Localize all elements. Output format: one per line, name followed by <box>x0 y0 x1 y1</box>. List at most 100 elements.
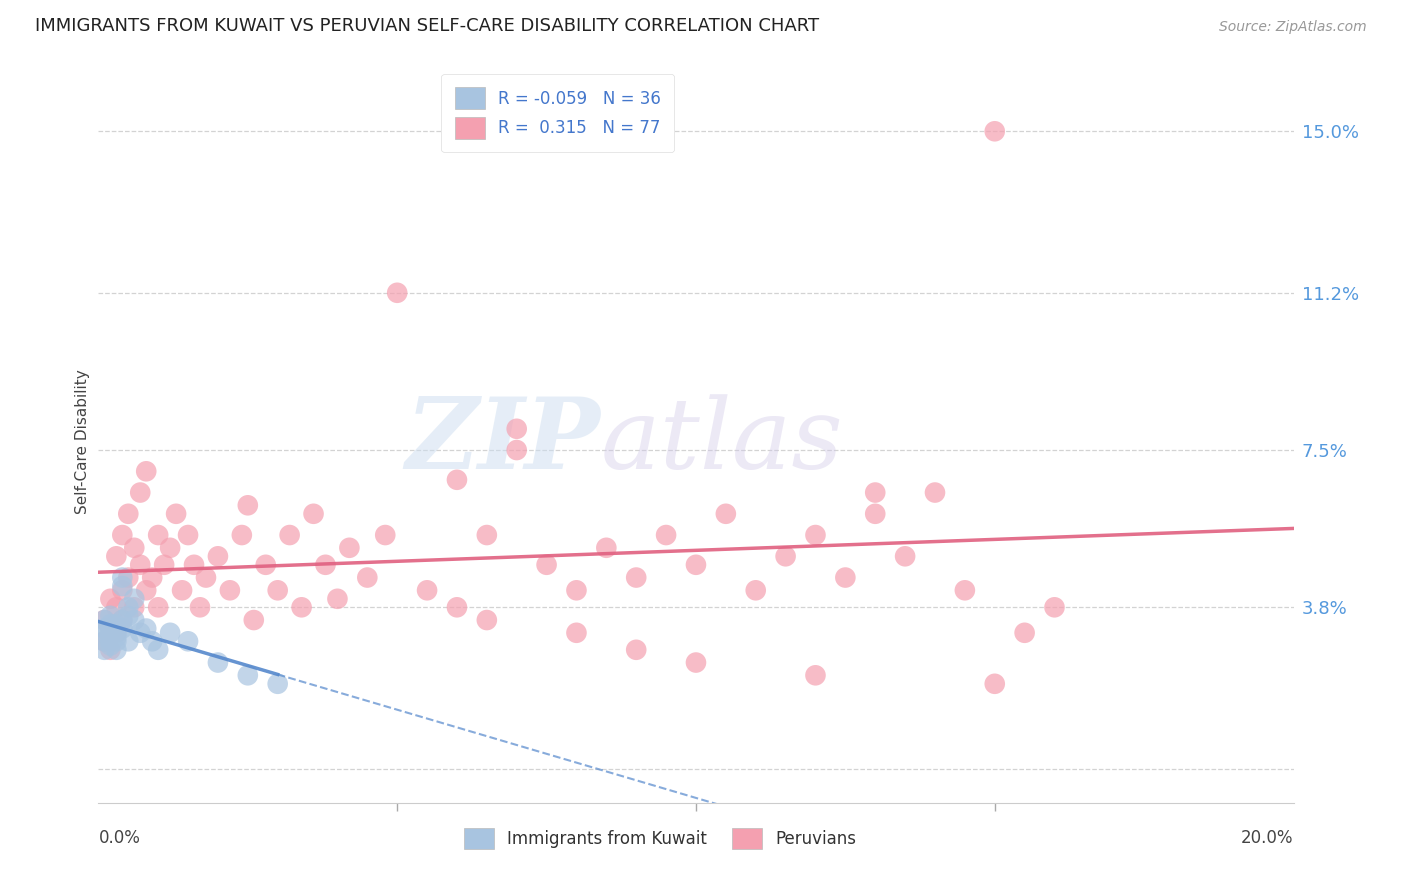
Point <box>865 507 887 521</box>
Point <box>385 285 409 300</box>
Point <box>105 617 128 632</box>
Point <box>148 642 170 657</box>
Point <box>111 613 134 627</box>
Point <box>984 677 1007 691</box>
Point <box>595 541 617 555</box>
Point <box>105 600 128 615</box>
Point <box>374 528 396 542</box>
Point <box>177 528 200 542</box>
Point <box>183 558 205 572</box>
Point <box>105 625 128 640</box>
Point <box>98 639 122 653</box>
Point <box>98 608 122 623</box>
Point <box>475 613 498 627</box>
Point <box>626 570 648 584</box>
Point <box>129 485 152 500</box>
Point <box>254 558 277 572</box>
Point <box>506 422 529 436</box>
Text: 0.0%: 0.0% <box>98 829 141 847</box>
Point <box>685 558 707 572</box>
Point <box>111 622 134 636</box>
Point <box>111 570 134 584</box>
Point <box>302 507 325 521</box>
Point <box>267 583 290 598</box>
Point <box>129 625 152 640</box>
Point <box>565 625 588 640</box>
Point <box>165 507 187 521</box>
Point <box>416 583 439 598</box>
Text: ZIP: ZIP <box>405 393 600 490</box>
Point <box>278 528 301 542</box>
Point <box>267 677 290 691</box>
Point <box>865 485 887 500</box>
Point <box>506 443 529 458</box>
Point <box>1014 625 1036 640</box>
Point <box>111 583 134 598</box>
Point <box>98 617 122 632</box>
Point <box>148 528 170 542</box>
Point <box>93 613 115 627</box>
Point <box>111 528 134 542</box>
Point <box>124 613 146 627</box>
Legend: Immigrants from Kuwait, Peruvians: Immigrants from Kuwait, Peruvians <box>457 822 863 856</box>
Point <box>93 634 115 648</box>
Point <box>111 579 134 593</box>
Text: IMMIGRANTS FROM KUWAIT VS PERUVIAN SELF-CARE DISABILITY CORRELATION CHART: IMMIGRANTS FROM KUWAIT VS PERUVIAN SELF-… <box>35 17 820 35</box>
Point <box>1043 600 1066 615</box>
Point <box>172 583 194 598</box>
Point <box>117 634 139 648</box>
Point <box>124 600 146 615</box>
Point <box>93 642 115 657</box>
Point <box>93 625 115 640</box>
Y-axis label: Self-Care Disability: Self-Care Disability <box>75 369 90 514</box>
Point <box>141 570 163 584</box>
Point <box>105 642 128 657</box>
Point <box>105 622 128 636</box>
Point <box>446 600 468 615</box>
Point <box>219 583 242 598</box>
Point <box>714 507 737 521</box>
Point <box>536 558 558 572</box>
Point <box>236 668 259 682</box>
Point <box>141 634 163 648</box>
Point <box>105 630 128 644</box>
Point <box>291 600 314 615</box>
Point <box>626 642 648 657</box>
Point <box>93 634 115 648</box>
Point <box>159 625 181 640</box>
Point <box>894 549 917 564</box>
Point <box>207 549 229 564</box>
Point <box>924 485 946 500</box>
Point <box>98 622 122 636</box>
Point <box>124 591 146 606</box>
Point <box>685 656 707 670</box>
Point <box>148 600 170 615</box>
Point <box>834 570 856 584</box>
Point <box>98 630 122 644</box>
Point <box>804 668 827 682</box>
Point <box>93 622 115 636</box>
Point <box>745 583 768 598</box>
Point <box>111 613 134 627</box>
Point <box>339 541 361 555</box>
Point <box>135 464 157 478</box>
Point <box>195 570 218 584</box>
Text: Source: ZipAtlas.com: Source: ZipAtlas.com <box>1219 21 1367 34</box>
Point <box>475 528 498 542</box>
Point <box>153 558 176 572</box>
Point <box>775 549 797 564</box>
Text: atlas: atlas <box>600 394 844 489</box>
Point <box>326 591 349 606</box>
Point <box>93 613 115 627</box>
Point <box>984 124 1007 138</box>
Point <box>98 625 122 640</box>
Point <box>105 625 128 640</box>
Point <box>315 558 337 572</box>
Point <box>188 600 211 615</box>
Point <box>117 570 139 584</box>
Point <box>177 634 200 648</box>
Point <box>135 622 157 636</box>
Text: 20.0%: 20.0% <box>1241 829 1294 847</box>
Point <box>356 570 378 584</box>
Point <box>243 613 266 627</box>
